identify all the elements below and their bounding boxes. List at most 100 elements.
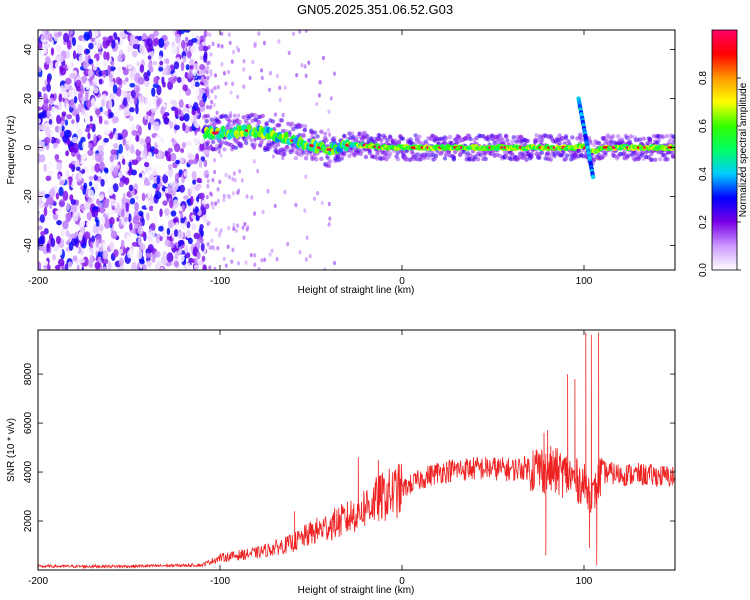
noise-speckle	[153, 76, 159, 85]
colorbar-tick-label: 0.4	[698, 167, 709, 181]
noise-speckle	[117, 66, 122, 73]
noise-speckle	[189, 195, 194, 206]
faint-speckle	[278, 85, 282, 91]
noise-speckle	[174, 172, 180, 182]
noise-speckle	[85, 80, 90, 91]
noise-speckle	[118, 171, 124, 178]
noise-speckle	[64, 119, 69, 126]
noise-speckle	[58, 199, 66, 208]
noise-speckle	[200, 242, 205, 252]
faint-speckle	[242, 235, 246, 240]
noise-speckle	[97, 144, 104, 152]
noise-speckle	[79, 218, 86, 228]
noise-speckle	[192, 102, 199, 112]
faint-speckle	[220, 31, 224, 36]
noise-speckle	[136, 60, 140, 67]
noise-speckle	[72, 142, 79, 154]
noise-speckle	[102, 250, 109, 260]
noise-speckle	[72, 255, 78, 262]
noise-speckle	[202, 92, 207, 103]
noise-speckle	[58, 124, 62, 133]
noise-speckle	[150, 108, 157, 114]
noise-speckle	[59, 67, 67, 76]
faint-speckle	[205, 104, 209, 110]
faint-speckle	[207, 94, 211, 100]
faint-speckle	[308, 254, 312, 259]
noise-speckle	[59, 179, 65, 186]
faint-speckle	[243, 222, 247, 227]
faint-speckle	[206, 242, 210, 247]
noise-speckle	[158, 37, 165, 48]
noise-speckle	[38, 106, 42, 112]
noise-speckle	[189, 64, 194, 70]
ridge-halo	[400, 136, 406, 141]
y-tick-label: 4000	[23, 460, 34, 483]
x-tick-label: 0	[399, 276, 405, 287]
noise-speckle	[164, 66, 168, 76]
ridge-halo	[610, 134, 616, 139]
ridge-halo	[365, 133, 370, 139]
noise-speckle	[80, 84, 84, 93]
noise-speckle	[38, 42, 43, 50]
noise-speckle	[146, 142, 152, 152]
faint-speckle	[240, 178, 244, 183]
faint-speckle	[300, 63, 304, 68]
noise-speckle	[75, 247, 80, 253]
snr-frame	[37, 329, 676, 571]
noise-speckle	[68, 89, 75, 98]
ridge-halo	[301, 132, 306, 138]
ridge-halo	[647, 137, 653, 142]
ridge-halo	[227, 114, 232, 119]
faint-speckle	[209, 52, 213, 57]
noise-speckle	[50, 47, 55, 56]
noise-speckle	[38, 124, 43, 131]
noise-speckle	[199, 223, 204, 230]
noise-speckle	[46, 75, 51, 84]
noise-speckle	[93, 57, 97, 67]
noise-speckle	[164, 163, 169, 169]
noise-speckle	[131, 50, 138, 58]
faint-speckle	[257, 267, 261, 270]
noise-speckle	[104, 168, 109, 174]
faint-speckle	[218, 179, 222, 185]
noise-speckle	[148, 43, 154, 52]
noise-speckle	[129, 70, 136, 80]
ridge-halo	[270, 119, 276, 124]
faint-speckle	[231, 247, 235, 253]
faint-speckle	[220, 62, 224, 67]
faint-speckle	[238, 168, 242, 174]
noise-speckle	[121, 91, 128, 97]
colorbar-tick-label: 0.2	[698, 215, 709, 229]
noise-speckle	[113, 143, 119, 149]
noise-speckle	[82, 256, 89, 267]
noise-speckle	[159, 60, 164, 66]
noise-speckle	[45, 127, 51, 137]
noise-speckle	[102, 59, 109, 69]
faint-speckle	[262, 40, 266, 46]
noise-speckle	[82, 141, 87, 150]
ridge-halo	[442, 156, 448, 161]
faint-speckle	[222, 71, 226, 76]
noise-speckle	[60, 84, 65, 94]
faint-speckle	[206, 203, 210, 208]
noise-speckle	[153, 216, 158, 225]
colorbar-tick-label: 0.8	[698, 71, 709, 85]
noise-speckle	[146, 260, 152, 268]
noise-speckle	[98, 51, 103, 56]
noise-speckle	[38, 186, 45, 192]
noise-speckle	[57, 101, 63, 111]
ridge-halo	[451, 156, 457, 161]
noise-speckle	[148, 210, 155, 219]
ridge-halo	[302, 127, 308, 133]
noise-speckle	[57, 31, 62, 37]
noise-speckle	[83, 231, 91, 240]
noise-speckle	[43, 163, 47, 172]
snr-ylabel: SNR (10 * v/v)	[6, 418, 17, 482]
ridge-halo	[444, 136, 449, 141]
noise-speckle	[92, 64, 98, 71]
noise-speckle	[90, 84, 94, 92]
noise-speckle	[199, 142, 205, 151]
noise-speckle	[55, 210, 61, 215]
faint-speckle	[228, 40, 232, 46]
noise-speckle	[70, 180, 78, 189]
